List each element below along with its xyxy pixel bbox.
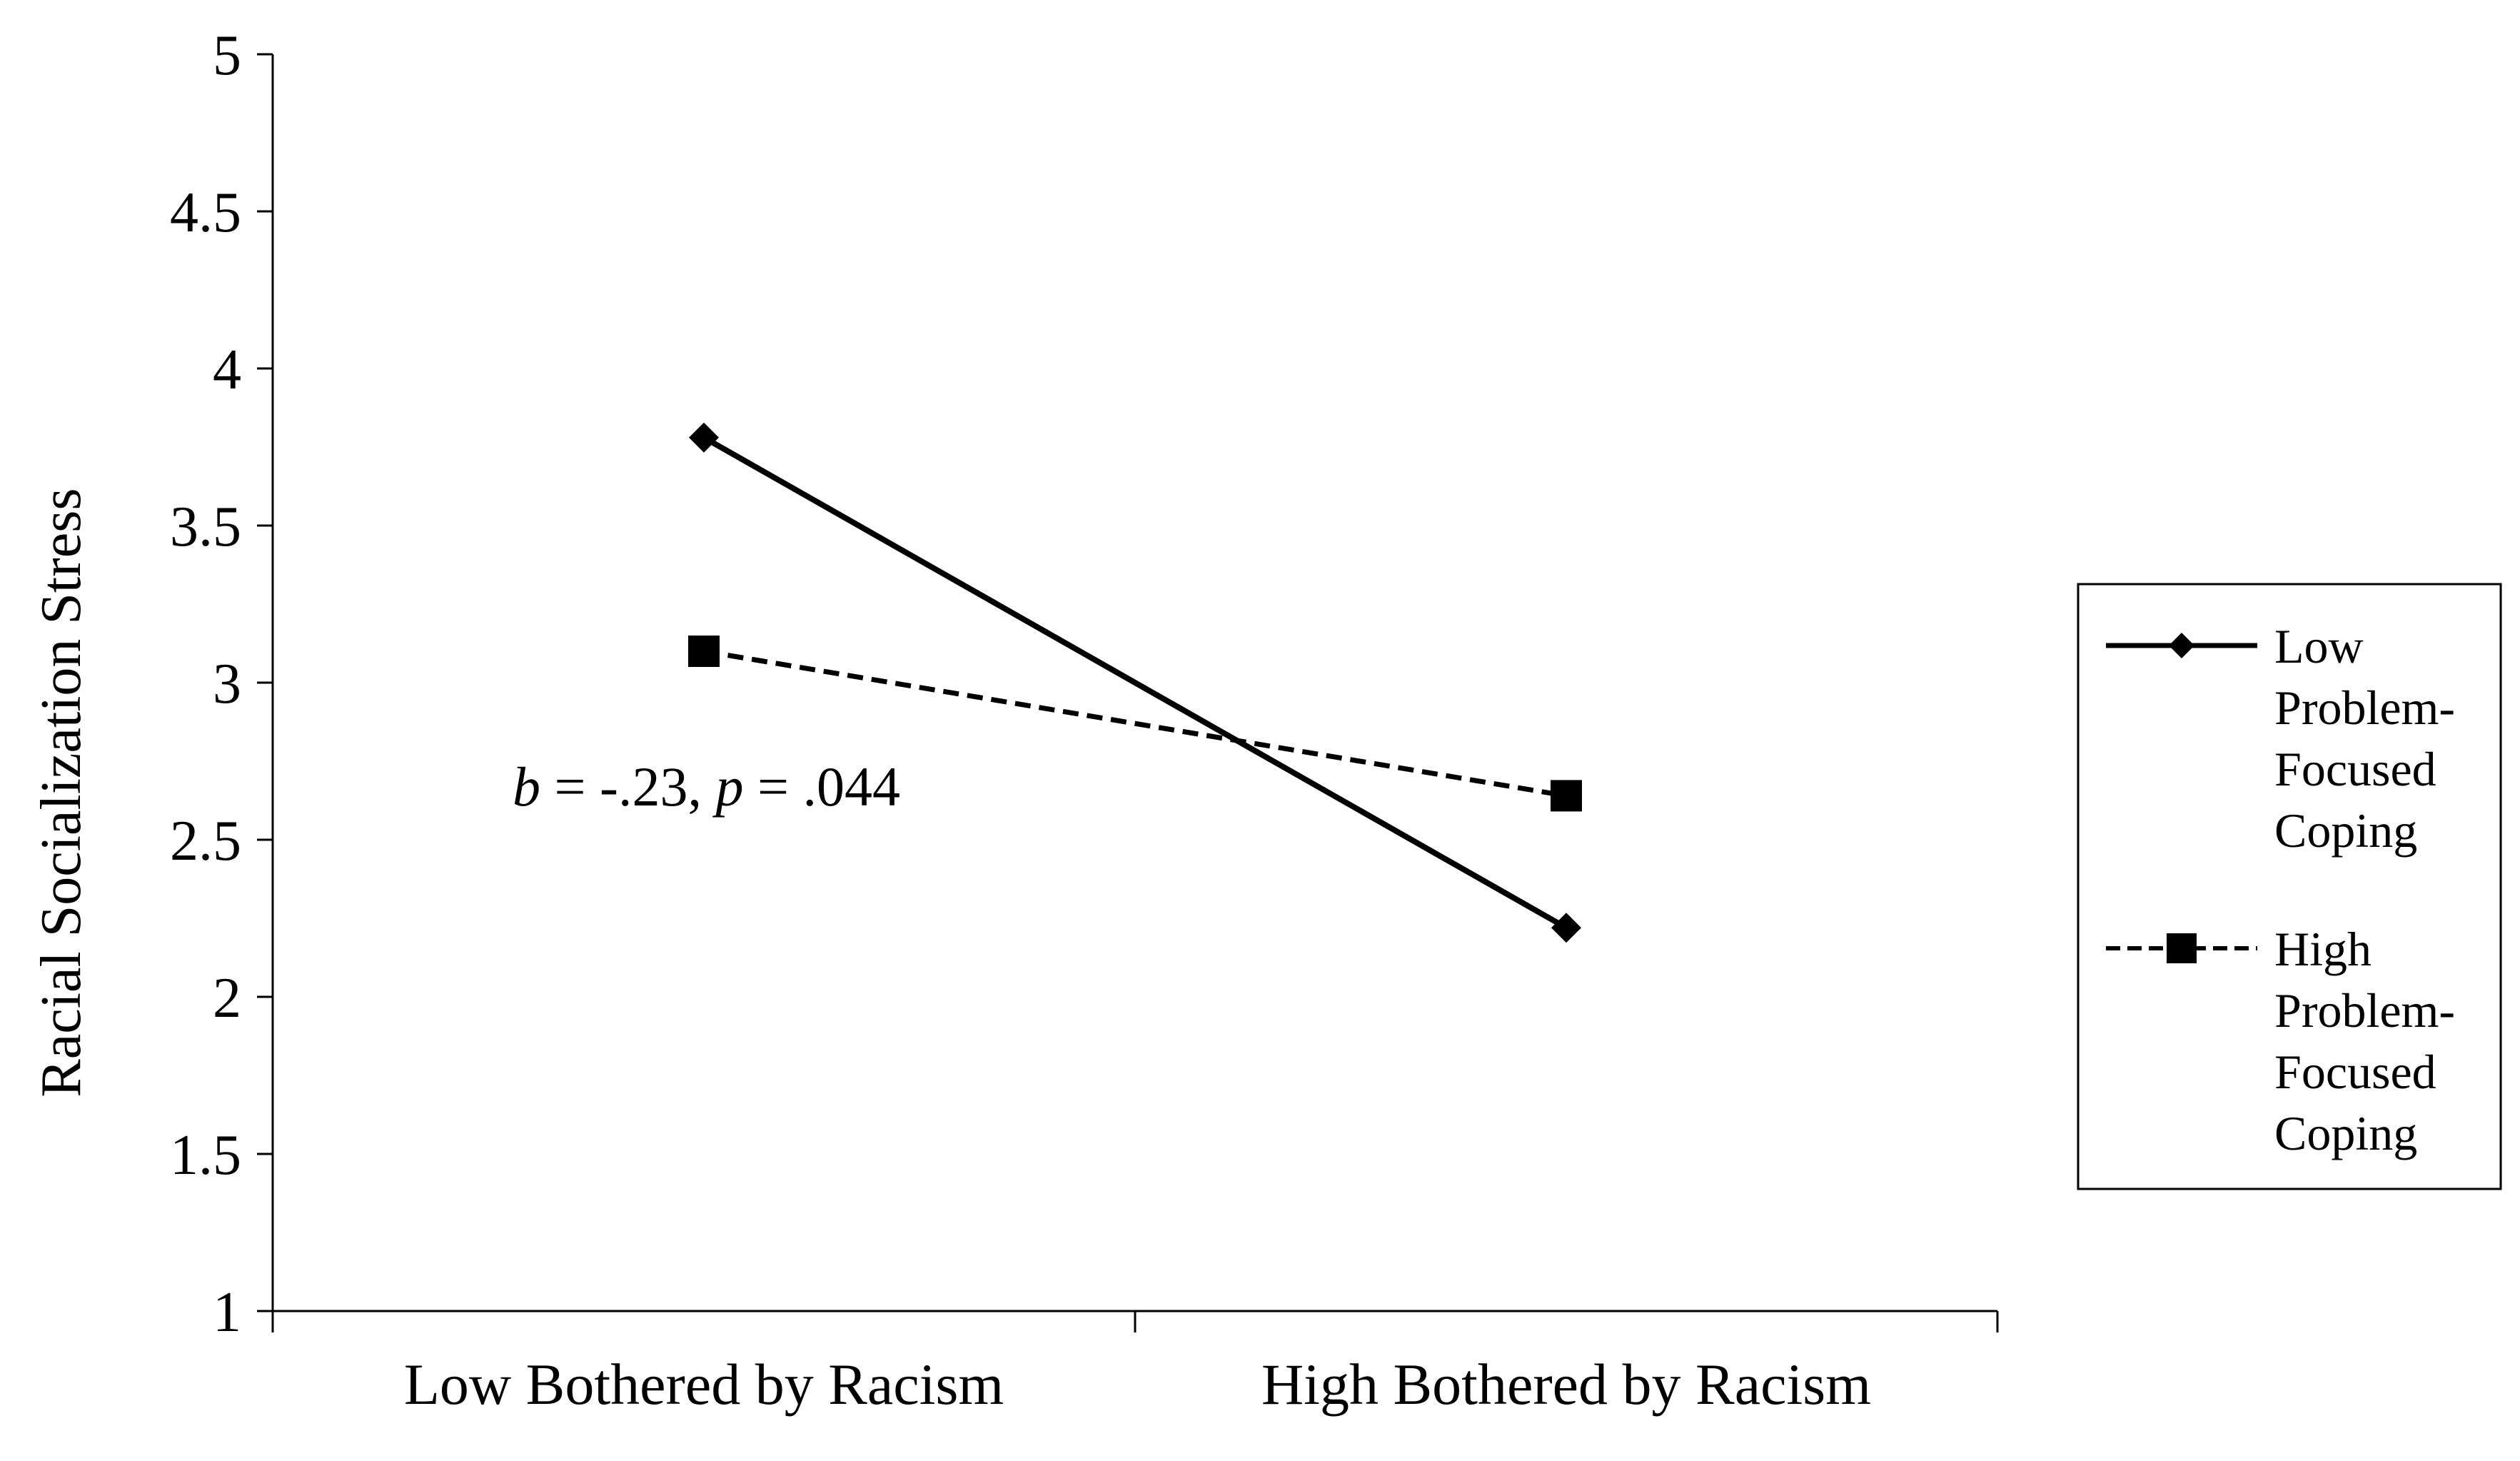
legend-marker-2 — [2167, 933, 2197, 963]
y-axis-title: Racial Socialization Stress — [30, 488, 93, 1097]
series-line-2 — [703, 648, 1567, 798]
annotation-p-symbol: p — [712, 755, 743, 818]
y-tick-label: 4.5 — [170, 181, 241, 244]
legend-label-1: Low Problem- Focused Coping — [2274, 619, 2455, 858]
y-tick-label: 2.5 — [170, 810, 241, 873]
legend: Low Problem- Focused Coping High Problem- Focu… — [2077, 583, 2502, 1190]
series-1-point — [689, 422, 719, 453]
y-tick-label: 2 — [213, 967, 241, 1030]
legend-label-line: High — [2274, 922, 2372, 976]
y-tick-label: 1.5 — [170, 1124, 241, 1187]
legend-label-line: Problem- — [2274, 681, 2455, 735]
legend-label-2: High Problem- Focused Coping — [2274, 922, 2455, 1160]
y-tick-label: 4 — [213, 338, 241, 401]
y-tick-label: 1 — [213, 1281, 241, 1344]
y-axis: 1 1.5 2 2.5 3 3.5 4 4.5 5 — [170, 24, 274, 1344]
annotation-p-value: = .044 — [743, 755, 900, 818]
y-tick-label: 3 — [213, 653, 241, 716]
x-category-label: Low Bothered by Racism — [404, 1352, 1004, 1417]
legend-label-line: Focused — [2274, 1045, 2436, 1099]
legend-label-line: Coping — [2274, 1106, 2417, 1160]
annotation-b-value: = -.23, — [540, 755, 715, 818]
series-2-point — [688, 636, 720, 667]
legend-label-line: Focused — [2274, 742, 2436, 796]
series-layer — [688, 422, 1582, 943]
legend-label-line: Problem- — [2274, 983, 2455, 1038]
x-axis: Low Bothered by Racism High Bothered by R… — [271, 1310, 1999, 1417]
legend-label-line: Coping — [2274, 803, 2417, 858]
legend-box — [2077, 583, 2502, 1190]
series-2-point — [1551, 780, 1582, 812]
series-line-1 — [702, 435, 1568, 930]
y-tick-label: 3.5 — [170, 496, 241, 558]
legend-marker-1 — [2169, 633, 2194, 658]
x-category-label: High Bothered by Racism — [1261, 1352, 1871, 1417]
series-1-point — [1551, 913, 1581, 943]
legend-label-line: Low — [2274, 619, 2364, 673]
regression-annotation: b = -.23, p = .044 — [513, 755, 900, 818]
y-tick-label: 5 — [213, 24, 241, 87]
annotation-b-symbol: b — [513, 755, 540, 818]
